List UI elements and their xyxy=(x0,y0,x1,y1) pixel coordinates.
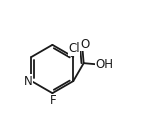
Text: F: F xyxy=(50,94,56,107)
Text: O: O xyxy=(80,38,90,51)
Text: Cl: Cl xyxy=(68,42,80,55)
Text: N: N xyxy=(24,75,33,88)
Text: OH: OH xyxy=(95,58,113,71)
